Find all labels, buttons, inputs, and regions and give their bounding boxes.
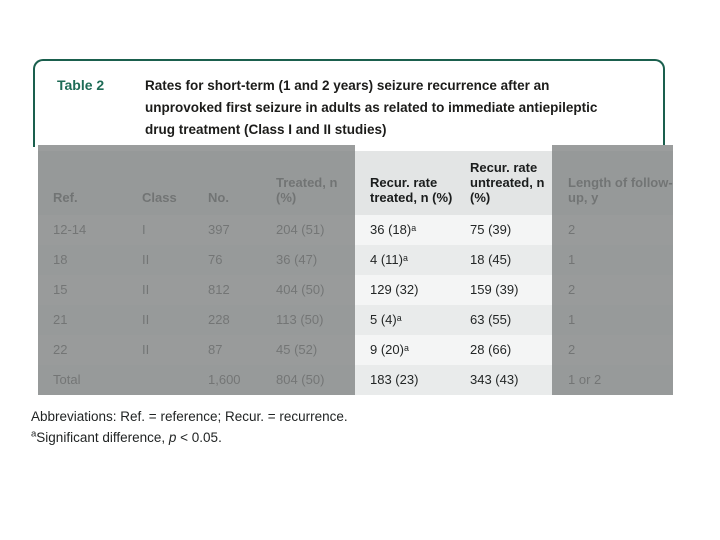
data-table: Ref. Class No. Treated, n (%) Recur. rat…	[38, 145, 673, 395]
cell-follow-up: 1	[568, 252, 576, 267]
cell-class: II	[142, 312, 150, 327]
footnote-abbreviations: Abbreviations: Ref. = reference; Recur. …	[31, 409, 348, 424]
cell-treated: 404 (50)	[276, 282, 325, 297]
table-header-row: Ref. Class No. Treated, n (%) Recur. rat…	[38, 151, 673, 215]
cell-ref: 18	[53, 252, 68, 267]
footnote-superscript-a: a	[31, 428, 37, 440]
header-recur-rate-treated: Recur. rate treated, n (%)	[370, 175, 453, 205]
cell-class: II	[142, 282, 150, 297]
table-row: 21 II 228 113 (50) 5 (4)ᵃ 63 (55) 1	[38, 305, 673, 335]
cell-recur-untreated: 28 (66)	[470, 342, 512, 357]
cell-class: I	[142, 222, 146, 237]
footnote-p-symbol: p	[168, 430, 177, 445]
cell-class	[130, 365, 196, 395]
cell-treated: 45 (52)	[276, 342, 318, 357]
cell-follow-up: 1	[568, 312, 576, 327]
footnote-significance-text: Significant difference,	[36, 430, 169, 445]
header-class: Class	[142, 190, 177, 205]
cell-no: 812	[208, 282, 230, 297]
cell-recur-untreated: 75 (39)	[470, 222, 512, 237]
cell-no: 228	[208, 312, 230, 327]
header-recur-rate-untreated: Recur. rate untreated, n (%)	[470, 160, 545, 205]
cell-recur-treated: 5 (4)ᵃ	[370, 312, 402, 327]
header-treated: Treated, n (%)	[276, 175, 338, 205]
cell-recur-untreated: 18 (45)	[470, 252, 512, 267]
cell-treated: 36 (47)	[276, 252, 318, 267]
table-title-box: Table 2 Rates for short-term (1 and 2 ye…	[33, 59, 665, 147]
table-row: 12-14 I 397 204 (51) 36 (18)ᵃ 75 (39) 2	[38, 215, 673, 245]
cell-follow-up: 2	[568, 222, 576, 237]
table-row: 18 II 76 36 (47) 4 (11)ᵃ 18 (45) 1	[38, 245, 673, 275]
table-row: 22 II 87 45 (52) 9 (20)ᵃ 28 (66) 2	[38, 335, 673, 365]
table-row: 15 II 812 404 (50) 129 (32) 159 (39) 2	[38, 275, 673, 305]
cell-treated: 113 (50)	[276, 312, 324, 327]
cell-ref: 12-14	[53, 222, 87, 237]
cell-treated: 804 (50)	[276, 372, 325, 387]
cell-recur-untreated: 63 (55)	[470, 312, 512, 327]
header-ref: Ref.	[53, 190, 78, 205]
cell-no: 1,600	[208, 372, 241, 387]
cell-follow-up: 2	[568, 342, 576, 357]
cell-recur-treated: 36 (18)ᵃ	[370, 222, 417, 237]
cell-ref: 22	[53, 342, 68, 357]
cell-ref: 21	[53, 312, 68, 327]
table-caption: Rates for short-term (1 and 2 years) sei…	[145, 75, 660, 141]
caption-line-1: Rates for short-term (1 and 2 years) sei…	[145, 78, 550, 93]
footnote-significance-value: < 0.05.	[176, 430, 222, 445]
cell-treated: 204 (51)	[276, 222, 325, 237]
cell-follow-up: 1 or 2	[568, 372, 602, 387]
table-footnotes: Abbreviations: Ref. = reference; Recur. …	[31, 406, 348, 448]
caption-line-2: unprovoked first seizure in adults as re…	[145, 100, 598, 115]
table-total-row: Total 1,600 804 (50) 183 (23) 343 (43) 1…	[38, 365, 673, 395]
cell-recur-treated: 9 (20)ᵃ	[370, 342, 409, 357]
cell-class: II	[142, 342, 150, 357]
cell-recur-untreated: 343 (43)	[470, 372, 519, 387]
table-top-spacer	[38, 145, 673, 151]
table-number-label: Table 2	[57, 77, 105, 93]
cell-recur-untreated: 159 (39)	[470, 282, 519, 297]
caption-line-3: drug treatment (Class I and II studies)	[145, 122, 387, 137]
cell-recur-treated: 4 (11)ᵃ	[370, 252, 408, 267]
cell-no: 87	[208, 342, 223, 357]
cell-ref: 15	[53, 282, 68, 297]
cell-no: 76	[208, 252, 223, 267]
header-length-follow-up: Length of follow-up, y	[568, 175, 673, 205]
cell-ref: Total	[53, 372, 81, 387]
cell-follow-up: 2	[568, 282, 576, 297]
cell-recur-treated: 129 (32)	[370, 282, 419, 297]
cell-class: II	[142, 252, 150, 267]
cell-no: 397	[208, 222, 230, 237]
header-no: No.	[208, 190, 229, 205]
footnote-significance: aSignificant difference, p < 0.05.	[31, 427, 348, 448]
cell-recur-treated: 183 (23)	[370, 372, 419, 387]
